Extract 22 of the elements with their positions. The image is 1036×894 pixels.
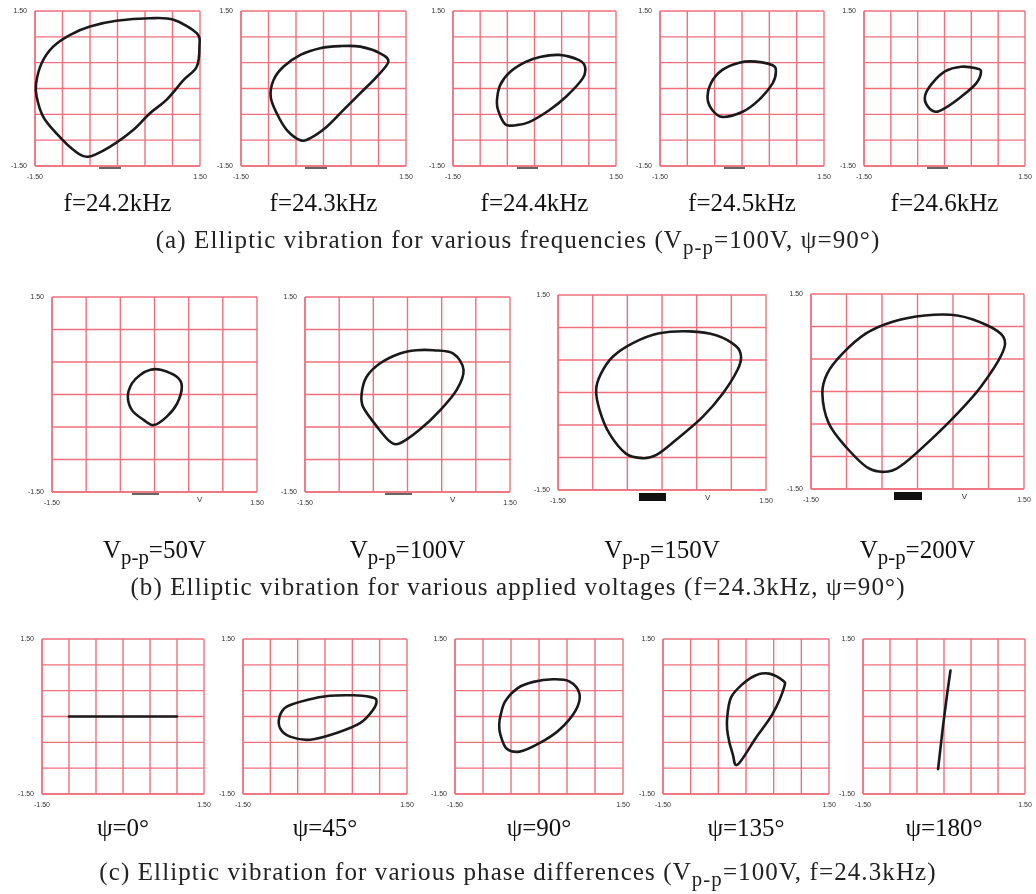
text: ψ=90° [505, 813, 573, 843]
text: V$_{p-p}$=200V [858, 535, 977, 569]
line-series [936, 669, 952, 771]
text: f=24.4kHz [479, 188, 590, 218]
text: f=24.2kHz [62, 188, 173, 218]
text: (b) Elliptic vibration for various applied voltages (f=24.3kHz, ψ=90°) [129, 573, 907, 600]
x-axis-title: V [448, 495, 457, 505]
text: V$_{p-p}$=100V [348, 535, 467, 569]
text: (c) Elliptic vibration for various phase differences (V$_{p-p}$=100V, f=24.3kHz) [98, 858, 938, 891]
text: V$_{p-p}$=150V [603, 535, 721, 569]
text: f=24.6kHz [889, 188, 1000, 218]
text: V$_{p-p}$=50V [102, 535, 207, 569]
x-axis-title: V [960, 492, 969, 502]
text: ψ=180° [904, 813, 984, 843]
text: f=24.3kHz [268, 188, 379, 218]
text: ψ=0° [95, 813, 151, 843]
text: ψ=45° [291, 813, 359, 843]
x-axis-title: V [195, 495, 204, 505]
text: (a) Elliptic vibration for various frequencies (V$_{p-p}$=100V, ψ=90°) [154, 226, 882, 259]
x-axis-title: V [704, 493, 712, 503]
text: ψ=135° [706, 813, 786, 843]
text: f=24.5kHz [687, 188, 797, 218]
